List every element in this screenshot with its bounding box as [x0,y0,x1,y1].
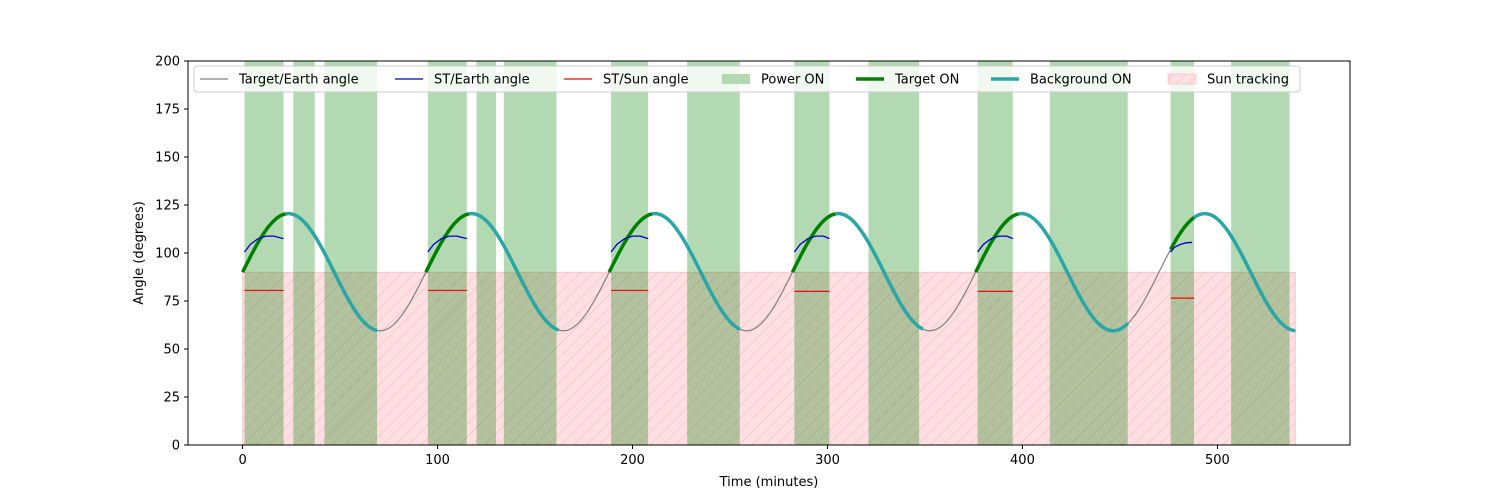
power-on-layer [244,61,1290,445]
legend-label: Background ON [1030,73,1132,88]
sun-tracking-layer [242,271,1296,445]
y-tick-label: 125 [155,199,180,214]
background-on-segment [651,211,741,331]
background-on-segment [1193,211,1296,333]
st-earth-angle-segment [427,235,467,253]
power-on-band [324,61,378,445]
legend-label: Target ON [894,73,959,88]
legend-handle [722,74,750,84]
target-on-segment [790,212,836,273]
y-tick-label: 50 [163,343,180,358]
st-earth-angle-segment [1170,241,1193,253]
power-on-band [977,61,1013,445]
power-on-band [794,61,830,445]
y-tick-label: 150 [155,151,180,166]
y-tick-label: 75 [163,295,180,310]
x-tick-label: 400 [1010,453,1035,468]
st-earth-angle-segment [244,235,284,253]
target-on-segment [1169,216,1196,251]
x-tick-label: 500 [1205,453,1230,468]
y-axis-label: Angle (degrees) [132,201,147,305]
sun-tracking-hatch [242,272,1296,445]
background-on-segment [468,211,560,332]
power-on-band [293,61,315,445]
power-on-band [503,61,557,445]
x-tick-label: 200 [620,453,645,468]
lines-layer [241,211,1296,333]
legend-label: ST/Earth angle [434,73,530,88]
legend-label: ST/Sun angle [603,73,689,88]
power-on-band [868,61,920,445]
target-on-segment [974,212,1019,273]
target-on-segment [424,212,470,273]
y-tick-label: 25 [163,391,180,406]
target-on-segment [241,212,286,273]
y-tick-label: 0 [172,439,180,454]
legend-label: Target/Earth angle [238,73,359,88]
power-on-band [476,61,497,445]
x-tick-label: 300 [815,453,840,468]
x-axis-label: Time (minutes) [719,475,819,490]
target-on-segment [607,212,653,273]
legend-label: Power ON [761,73,824,88]
background-on-segment [285,211,378,333]
axes-layer: 0 100 200 300 400 500 0 25 50 75 100 125 150 175 200 [155,55,1351,468]
x-tick-label: 100 [425,453,450,468]
st-earth-angle-segment [793,235,830,253]
st-earth-angle-segment [610,235,649,253]
y-tick-label: 200 [155,55,180,70]
power-on-band [687,61,740,445]
legend-handle-hatch [1168,74,1196,84]
st-earth-angle-segment [977,235,1013,253]
power-on-band [1170,61,1195,445]
legend: Target/Earth angle ST/Earth angle ST/Sun a… [193,65,1301,93]
background-on-segment [1018,211,1129,333]
y-tick-label: 100 [155,247,180,262]
power-on-band [1049,61,1128,445]
y-tick-label: 175 [155,103,180,118]
x-tick-label: 0 [238,453,246,468]
legend-label: Sun tracking [1207,73,1289,88]
background-on-segment [835,211,924,331]
power-on-band [611,61,649,445]
